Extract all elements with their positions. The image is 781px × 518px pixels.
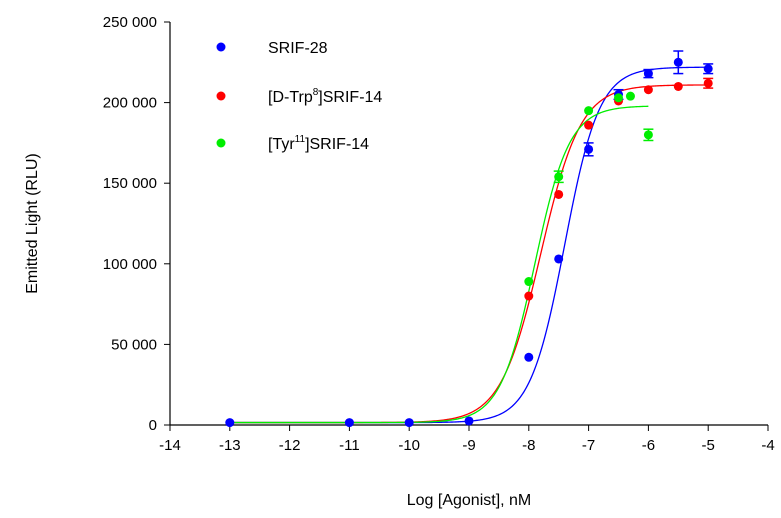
data-point xyxy=(584,120,594,130)
x-tick-label: -12 xyxy=(279,437,301,454)
x-tick-label: -8 xyxy=(522,437,535,454)
fit-curve xyxy=(229,105,649,424)
x-tick-label: -7 xyxy=(582,437,595,454)
legend-label: [Tyr11]SRIF-14 xyxy=(268,134,369,153)
y-tick-label: 200 000 xyxy=(103,95,157,112)
data-point xyxy=(643,130,653,140)
legend-marker xyxy=(216,138,226,148)
y-tick-label: 250 000 xyxy=(103,14,157,31)
x-tick-label: -14 xyxy=(159,437,181,454)
y-axis-ticks: 0 50 000 100 000 150 000 200 000 250 000 xyxy=(103,14,170,434)
x-tick-label: -11 xyxy=(339,437,360,454)
data-point xyxy=(554,189,564,199)
data-point xyxy=(625,91,635,101)
x-tick-label: -10 xyxy=(398,437,420,454)
data-point xyxy=(554,172,564,182)
data-point xyxy=(584,144,594,154)
y-tick-label: 150 000 xyxy=(103,175,157,192)
data-point xyxy=(554,254,564,264)
x-axis-ticks: -14 -13 -12 -11 -10 -9 -8 -7 -6 -5 -4 xyxy=(159,425,775,454)
y-tick-label: 100 000 xyxy=(103,256,157,273)
data-point xyxy=(703,64,713,74)
fit-curves xyxy=(229,66,709,424)
x-axis-title: Log [Agonist], nM xyxy=(407,492,532,509)
legend-label: SRIF-28 xyxy=(268,40,328,57)
x-tick-label: -9 xyxy=(462,437,475,454)
x-tick-label: -5 xyxy=(702,437,715,454)
data-point xyxy=(703,78,713,88)
fit-curve xyxy=(229,66,709,424)
data-point xyxy=(404,418,414,428)
data-point xyxy=(643,69,653,79)
y-tick-label: 0 xyxy=(149,417,157,434)
data-point xyxy=(673,81,683,91)
y-axis-title: Emitted Light (RLU) xyxy=(24,153,41,294)
y-tick-label: 50 000 xyxy=(111,336,157,353)
data-point xyxy=(673,57,683,67)
data-point xyxy=(524,352,534,362)
legend: SRIF-28 [D-Trp8]SRIF-14 [Tyr11]SRIF-14 xyxy=(216,40,382,153)
legend-marker xyxy=(216,42,226,52)
data-point xyxy=(643,85,653,95)
x-tick-label: -13 xyxy=(219,437,241,454)
data-point xyxy=(524,277,534,287)
legend-marker xyxy=(216,91,226,101)
data-point xyxy=(524,291,534,301)
legend-label: [D-Trp8]SRIF-14 xyxy=(268,87,382,106)
x-tick-label: -6 xyxy=(642,437,655,454)
data-point xyxy=(584,106,594,116)
data-point xyxy=(344,418,354,428)
x-tick-label: -4 xyxy=(761,437,774,454)
data-point xyxy=(464,416,474,426)
data-points xyxy=(225,50,714,428)
data-point xyxy=(225,418,235,428)
data-point xyxy=(614,93,623,103)
